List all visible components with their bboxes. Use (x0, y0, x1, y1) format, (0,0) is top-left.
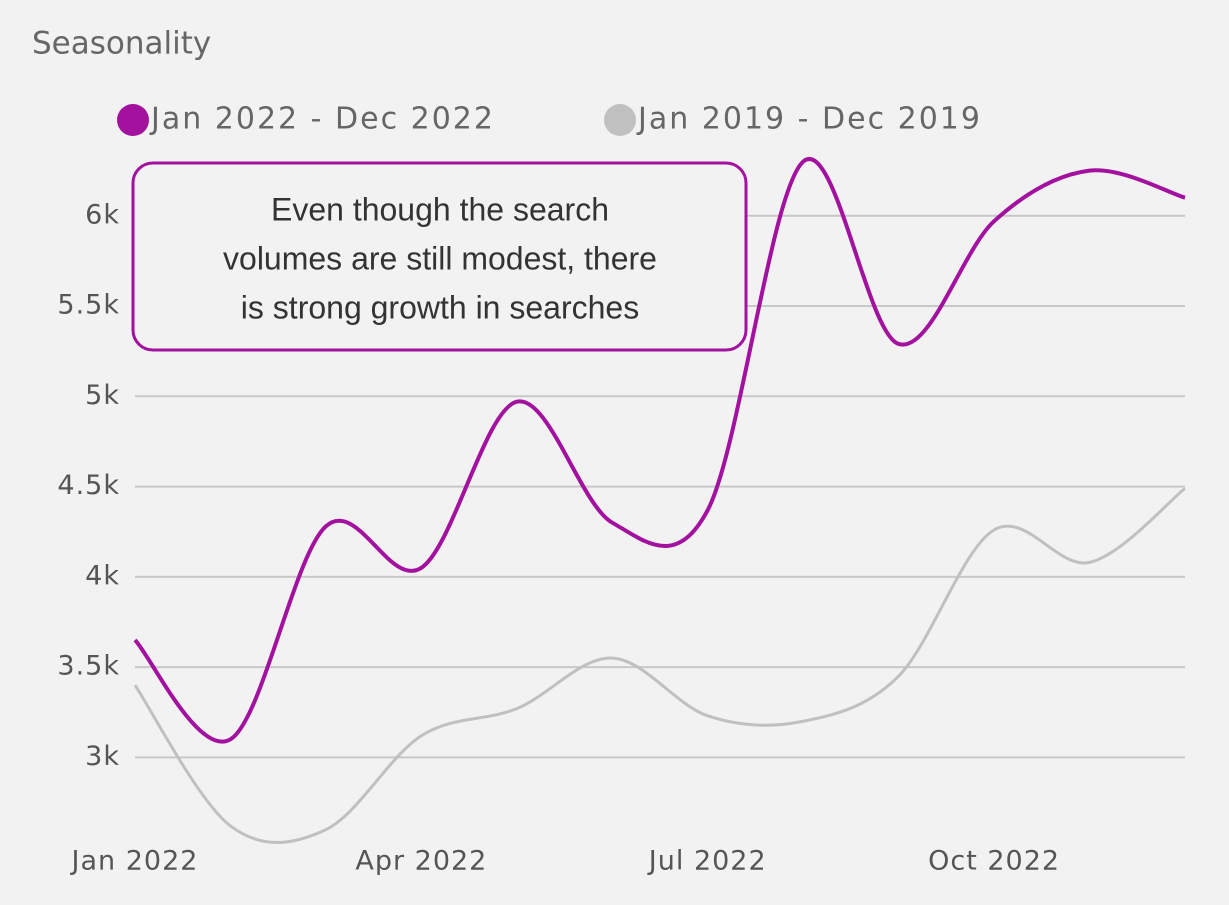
x-tick-label: Jan 2022 (70, 846, 199, 877)
annotation-text: is strong growth in searches (241, 289, 639, 325)
x-tick-label: Oct 2022 (928, 846, 1060, 877)
chart-title: Seasonality (32, 26, 211, 62)
x-tick-label: Apr 2022 (355, 846, 487, 877)
annotation-box (131, 161, 748, 352)
series-line (133, 487, 1186, 844)
x-tick-label: Jul 2022 (647, 846, 767, 877)
legend-label: Jan 2022 - Dec 2022 (149, 102, 495, 137)
annotation-text: volumes are still modest, there (223, 240, 657, 276)
legend-label: Jan 2019 - Dec 2019 (636, 102, 982, 137)
y-tick-label: 5.5k (57, 290, 120, 321)
y-tick-label: 3k (85, 741, 120, 772)
y-tick-label: 4.5k (57, 470, 120, 501)
y-tick-label: 4k (85, 560, 120, 591)
y-tick-label: 3.5k (57, 651, 120, 682)
annotation-text: Even though the search (271, 191, 609, 227)
legend-marker (117, 104, 149, 136)
y-tick-label: 5k (85, 380, 120, 411)
y-tick-label: 6k (85, 199, 120, 230)
legend-marker (604, 104, 636, 136)
series-line (133, 157, 1186, 744)
